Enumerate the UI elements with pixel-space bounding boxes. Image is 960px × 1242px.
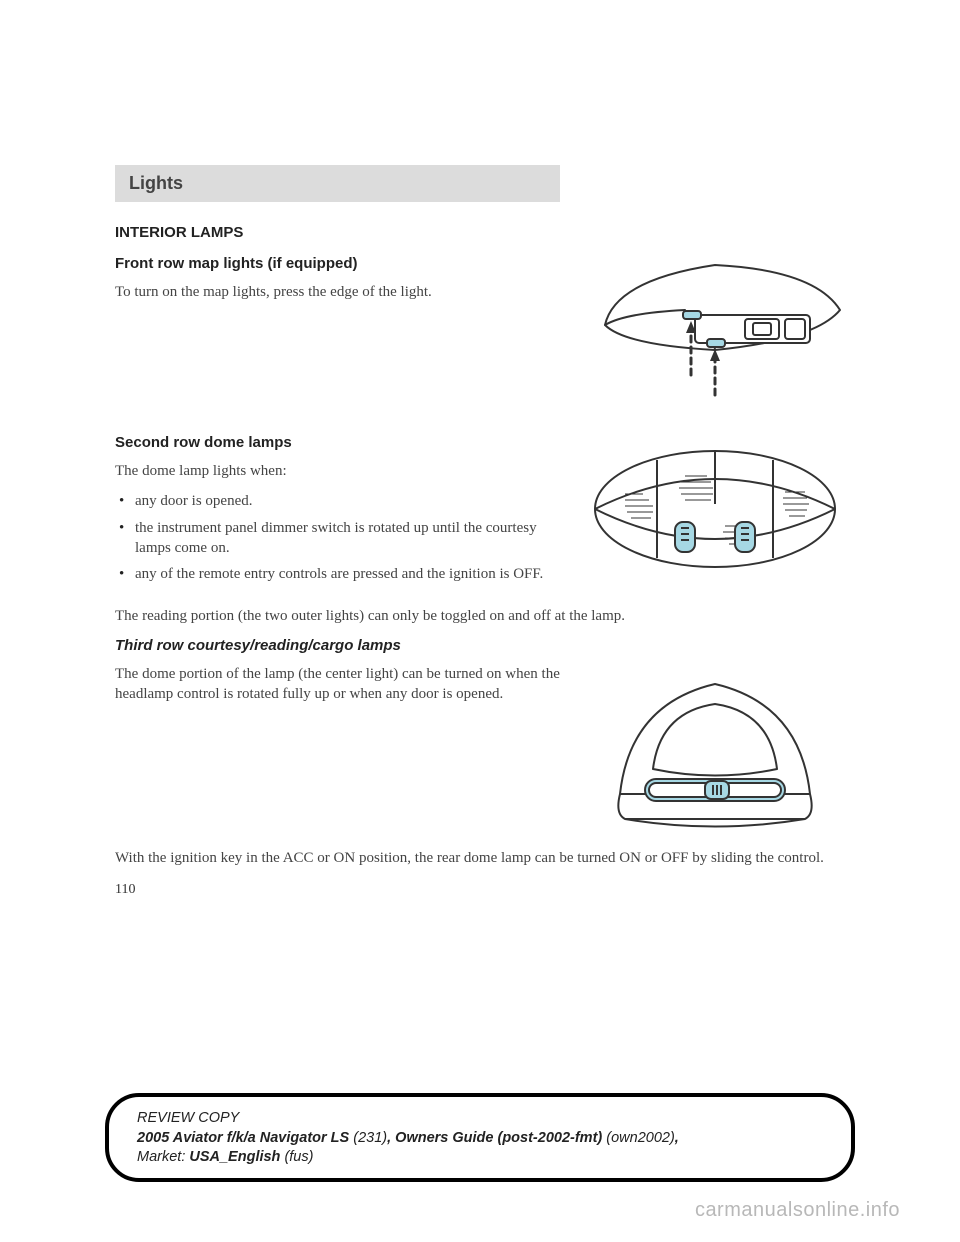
footer-code2: (own2002) [602, 1130, 675, 1146]
footer-code1: (231) [349, 1130, 387, 1146]
footer-box: REVIEW COPY 2005 Aviator f/k/a Navigator… [105, 1093, 855, 1182]
footer-line2: 2005 Aviator f/k/a Navigator LS (231), O… [137, 1129, 823, 1149]
footer-line3: Market: USA_English (fus) [137, 1148, 823, 1168]
footer-line1: REVIEW COPY [137, 1109, 823, 1129]
second-row-block: Second row dome lamps The dome lamp ligh… [115, 434, 845, 592]
dome-lamp-diagram-icon [585, 434, 845, 584]
second-row-intro: The dome lamp lights when: [115, 461, 565, 481]
page-heading: INTERIOR LAMPS [115, 224, 845, 241]
map-light-diagram-icon [585, 255, 845, 420]
watermark: carmanualsonline.info [695, 1199, 900, 1222]
footer-code3: (fus) [280, 1149, 313, 1165]
cargo-lamp-diagram-icon [605, 664, 825, 834]
third-row-heading: Third row courtesy/reading/cargo lamps [115, 637, 845, 654]
footer-guide: Owners Guide (post-2002-fmt) [395, 1130, 602, 1146]
list-item: the instrument panel dimmer switch is ro… [119, 518, 565, 559]
list-item: any door is opened. [119, 491, 565, 511]
third-row-block: The dome portion of the lamp (the center… [115, 664, 845, 834]
page-number: 110 [115, 882, 845, 898]
footer-market-label: Market: [137, 1149, 185, 1165]
front-row-heading: Front row map lights (if equipped) [115, 255, 565, 272]
footer-sep1: , [387, 1130, 395, 1146]
footer-sep2: , [675, 1130, 679, 1146]
third-row-text2: With the ignition key in the ACC or ON p… [115, 848, 845, 868]
footer-market: USA_English [189, 1149, 280, 1165]
third-row-text1: The dome portion of the lamp (the center… [115, 664, 565, 705]
footer-vehicle: 2005 Aviator f/k/a Navigator LS [137, 1130, 349, 1146]
second-row-bullets: any door is opened. the instrument panel… [115, 491, 565, 584]
section-header: Lights [115, 165, 560, 202]
second-row-heading: Second row dome lamps [115, 434, 565, 451]
front-row-text: To turn on the map lights, press the edg… [115, 282, 565, 302]
section-title: Lights [129, 173, 183, 193]
second-row-after: The reading portion (the two outer light… [115, 606, 845, 626]
list-item: any of the remote entry controls are pre… [119, 564, 565, 584]
front-row-block: Front row map lights (if equipped) To tu… [115, 255, 845, 420]
